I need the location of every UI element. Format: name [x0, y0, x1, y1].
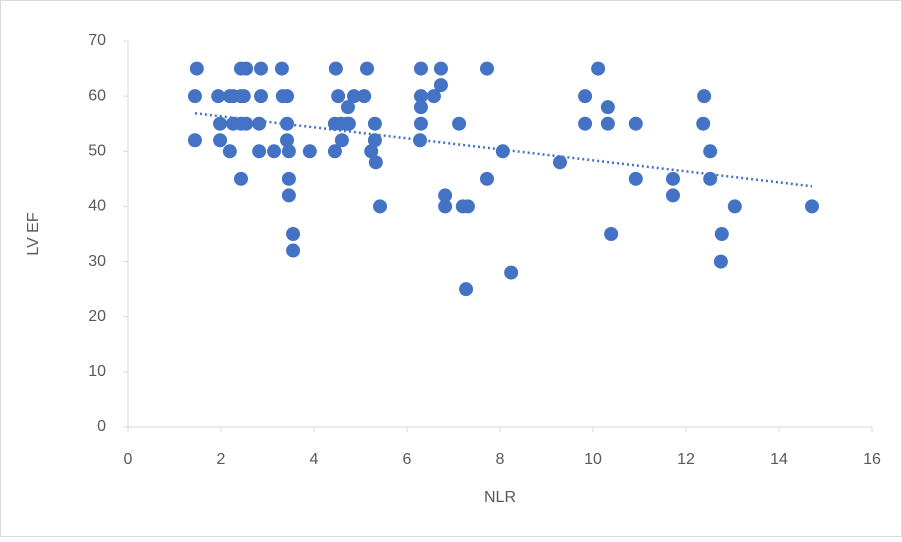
point: [364, 144, 379, 159]
point: [504, 265, 519, 280]
point: [438, 188, 453, 203]
x-tick-label: 14: [770, 451, 788, 468]
point: [341, 116, 356, 131]
x-tick-label: 4: [310, 451, 319, 468]
y-axis-label: LV EF: [25, 212, 42, 256]
x-axis-label: NLR: [484, 489, 516, 506]
point: [426, 89, 441, 104]
point: [578, 116, 593, 131]
point: [591, 61, 606, 76]
point: [189, 61, 204, 76]
point: [253, 61, 268, 76]
point: [578, 89, 593, 104]
y-tick-label: 40: [88, 198, 106, 215]
point: [805, 199, 820, 214]
point: [479, 171, 494, 186]
point: [252, 144, 267, 159]
point: [236, 89, 251, 104]
x-tick-label: 12: [677, 451, 695, 468]
point: [328, 61, 343, 76]
point: [213, 133, 228, 148]
point: [360, 61, 375, 76]
point: [460, 199, 475, 214]
point: [187, 133, 202, 148]
point: [628, 171, 643, 186]
point: [286, 227, 301, 241]
point: [281, 188, 296, 203]
x-tick-label: 6: [403, 451, 412, 468]
point: [281, 144, 296, 159]
y-tick-label: 50: [88, 143, 106, 160]
y-tick-label: 0: [97, 418, 106, 435]
point: [233, 171, 248, 186]
y-tick-label: 30: [88, 253, 106, 270]
point: [413, 61, 428, 76]
x-tick-label: 8: [496, 451, 505, 468]
point: [239, 61, 254, 76]
point: [703, 171, 718, 186]
point: [281, 171, 296, 186]
y-tick-label: 70: [88, 32, 106, 49]
point: [252, 116, 267, 131]
point: [713, 254, 728, 269]
point: [413, 133, 428, 148]
point: [413, 116, 428, 131]
point: [187, 89, 202, 104]
point: [368, 155, 383, 170]
point: [274, 61, 289, 76]
y-tick-label: 60: [88, 87, 106, 104]
point: [697, 89, 712, 104]
point: [452, 116, 467, 131]
point: [302, 144, 317, 159]
point: [373, 199, 388, 214]
point: [253, 89, 268, 104]
point: [286, 243, 301, 258]
point: [280, 116, 295, 131]
x-tick-label: 0: [124, 451, 133, 468]
point: [280, 133, 295, 148]
point: [340, 100, 355, 115]
point: [367, 116, 382, 131]
point: [280, 89, 295, 104]
point: [239, 116, 254, 131]
x-tick-label: 10: [584, 451, 602, 468]
point: [703, 144, 718, 159]
point: [346, 89, 361, 104]
point: [665, 188, 680, 203]
point: [331, 89, 346, 104]
point: [628, 116, 643, 131]
point: [727, 199, 742, 214]
point: [413, 100, 428, 115]
point: [438, 199, 453, 214]
point: [495, 144, 510, 159]
point: [327, 144, 342, 159]
point: [267, 144, 282, 159]
point: [413, 89, 428, 104]
point: [696, 116, 711, 131]
point: [600, 116, 615, 131]
point: [433, 61, 448, 76]
point: [357, 89, 372, 104]
point: [211, 89, 226, 104]
point: [479, 61, 494, 76]
x-tick-label: 2: [217, 451, 226, 468]
point: [604, 227, 619, 241]
point: [367, 133, 382, 148]
point: [552, 155, 567, 170]
point: [213, 116, 228, 131]
x-tick-label: 16: [863, 451, 881, 468]
point: [433, 78, 448, 93]
point: [222, 144, 237, 159]
point: [459, 282, 474, 297]
y-tick-label: 10: [88, 363, 106, 380]
point: [665, 171, 680, 186]
point: [334, 133, 349, 148]
y-tick-label: 20: [88, 308, 106, 325]
point: [714, 227, 729, 241]
point: [600, 100, 615, 115]
